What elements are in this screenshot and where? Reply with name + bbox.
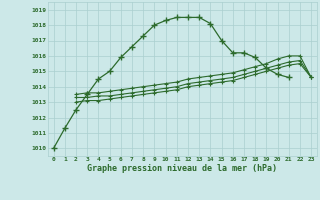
X-axis label: Graphe pression niveau de la mer (hPa): Graphe pression niveau de la mer (hPa) [87,164,277,173]
